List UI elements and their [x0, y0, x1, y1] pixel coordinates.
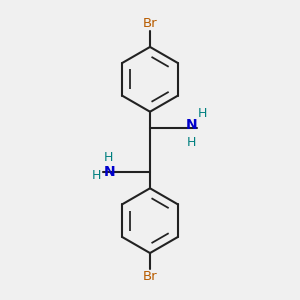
Text: Br: Br: [143, 270, 157, 284]
Text: H: H: [198, 107, 207, 120]
Text: H: H: [103, 151, 113, 164]
Text: H: H: [187, 136, 196, 149]
Text: N: N: [103, 165, 115, 179]
Text: Br: Br: [143, 16, 157, 30]
Text: N: N: [186, 118, 198, 132]
Text: H: H: [92, 169, 101, 182]
